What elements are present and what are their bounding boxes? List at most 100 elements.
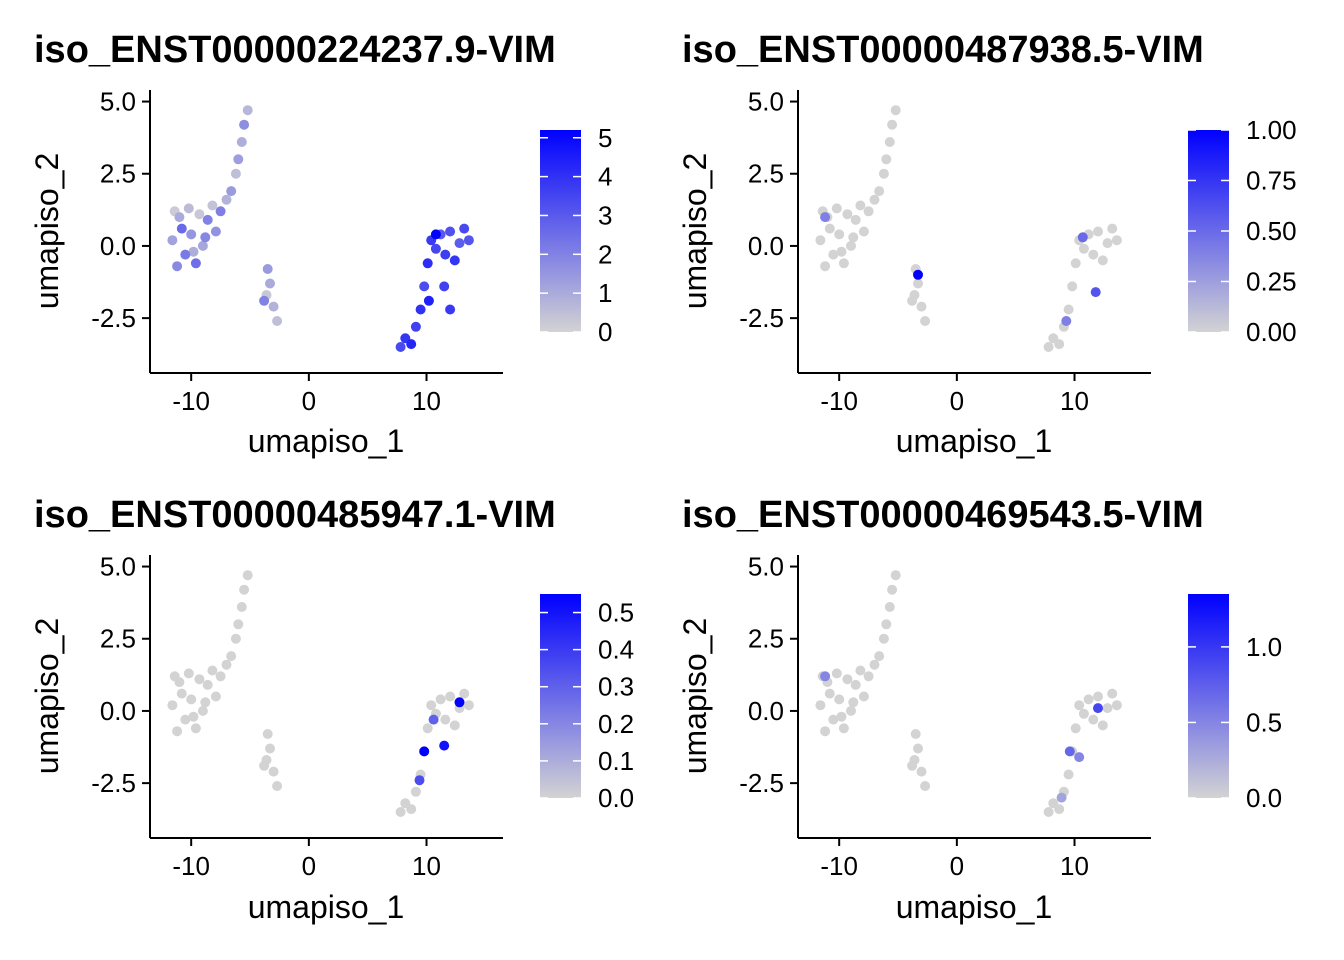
panel-4-point <box>1063 769 1074 780</box>
panel-3-point <box>202 679 213 690</box>
panel-4-point <box>834 694 845 705</box>
panel-3-point <box>188 711 199 722</box>
panel-1-point <box>215 206 226 217</box>
panel-2-point <box>1102 238 1113 249</box>
panel-2-point <box>878 168 889 179</box>
panel-3-points <box>167 570 474 817</box>
panel-4-point <box>831 668 842 679</box>
panel-2-point <box>884 137 895 147</box>
panel-1-x-tick-label: 10 <box>412 386 441 416</box>
panel-3-point <box>176 688 187 699</box>
panel-2-y-ticks: -2.5 0.0 2.5 5.0 <box>739 87 798 333</box>
panel-1-y-tick-label: -2.5 <box>91 303 136 333</box>
panel-4-point <box>907 760 918 771</box>
panel-2-y-tick-label: 0.0 <box>748 231 784 261</box>
panel-4-point <box>1074 700 1085 711</box>
panel-3-x-ticks: -10 0 10 <box>172 838 441 881</box>
panel-1-point <box>272 316 283 326</box>
panel-3-point <box>440 714 451 725</box>
panel-2-point <box>850 214 861 225</box>
panel-4-x-tick-label: 10 <box>1060 851 1089 881</box>
panel-3-point <box>167 700 178 711</box>
panel-4-point <box>913 743 923 754</box>
panel-3-point <box>239 584 250 595</box>
panel-3-colorbar-tick-label: 0.0 <box>598 783 634 813</box>
panel-4-colorbar <box>1188 594 1229 798</box>
panel-3-point <box>272 781 283 791</box>
panel-2-point <box>1061 316 1072 326</box>
panel-2-x-tick-label: -10 <box>820 386 858 416</box>
panel-3-point <box>454 697 465 708</box>
panel-4-point <box>824 688 835 699</box>
panel-3-point <box>459 688 470 699</box>
panel-1-point <box>180 249 191 260</box>
panel-1-colorbar-tick-label: 2 <box>598 239 612 269</box>
panel-1-point <box>190 258 201 269</box>
panel-3-colorbar-tick-label: 0.4 <box>598 635 634 665</box>
panel-1-points <box>167 105 474 352</box>
panel-4-x-label: umapiso_1 <box>896 889 1053 925</box>
panel-4-point <box>910 729 921 739</box>
panel-2-point <box>863 206 874 217</box>
panel-4-point <box>878 633 889 644</box>
panel-2-point <box>887 119 898 130</box>
panel-2-colorbar-ticks: 0.00 0.25 0.50 0.75 1.00 <box>1188 115 1297 347</box>
panel-1-point <box>259 295 270 306</box>
panel-4-point <box>1088 714 1099 725</box>
panel-1-point <box>174 212 185 223</box>
panel-2-point <box>838 258 849 269</box>
panel-2-point <box>913 278 923 289</box>
panel-4-point <box>1078 708 1089 719</box>
panel-1-point <box>210 226 221 237</box>
panel-1-point <box>262 264 273 274</box>
panel-3-point <box>236 602 247 612</box>
panel-2-x-tick-label: 10 <box>1060 386 1089 416</box>
panel-4-point <box>815 700 826 711</box>
panel-3-colorbar <box>540 594 581 798</box>
panel-3-point <box>197 705 208 716</box>
panel-3-point <box>445 691 456 702</box>
panel-1-point <box>194 209 205 220</box>
panel-1-colorbar-ticks: 0 1 2 3 4 5 <box>540 123 612 347</box>
panel-4-point <box>846 705 856 716</box>
panel-1-point <box>167 235 178 246</box>
panel-3-point <box>194 674 205 685</box>
panel-2-points <box>815 105 1122 352</box>
panel-1-point <box>445 304 456 315</box>
panel-2-point <box>828 249 839 260</box>
panel-1-colorbar-tick-label: 5 <box>598 123 612 153</box>
panel-1-point <box>439 281 450 292</box>
panel-4-point <box>1097 720 1108 731</box>
panel-3-point <box>414 775 425 786</box>
panel-2: iso_ENST00000487938.5-VIM -10 0 10 -2.5 0.0… <box>677 29 1297 459</box>
panel-3-point <box>172 726 183 737</box>
panel-3-point <box>449 720 460 731</box>
panel-4-point <box>836 711 847 722</box>
panel-3-point <box>230 633 241 644</box>
panel-2-y-tick-label: -2.5 <box>739 303 784 333</box>
panel-4-point <box>828 714 839 725</box>
panel-4-point <box>1102 703 1113 714</box>
panel-1-x-tick-label: 0 <box>302 386 316 416</box>
panel-2-point <box>1111 235 1122 246</box>
panel-2-y-label: umapiso_2 <box>677 153 713 310</box>
panel-1: iso_ENST00000224237.9-VIM -10 0 10 -2.50.0… <box>29 29 612 459</box>
panel-2-point <box>1067 281 1078 292</box>
panel-4-y-tick-label: -2.5 <box>739 768 784 798</box>
panel-1-y-ticks: -2.5 0.0 2.5 5.0 <box>91 87 150 333</box>
panel-3-x-tick-label: -10 <box>172 851 210 881</box>
panel-2-point <box>846 240 856 251</box>
panel-2-point <box>920 316 931 326</box>
panel-3-point <box>419 746 430 757</box>
panel-3-point <box>463 700 474 711</box>
panel-1-x-ticks: -10 0 10 <box>172 373 441 416</box>
panel-3-colorbar-tick-label: 0.1 <box>598 746 634 776</box>
panel-3-x-label: umapiso_1 <box>248 889 405 925</box>
panel-3-point <box>169 671 180 682</box>
panel-3-point <box>439 740 450 751</box>
panel-2-x-ticks: -10 0 10 <box>820 373 1089 416</box>
panel-1-point <box>226 186 237 197</box>
panel-1-point <box>423 295 434 306</box>
panel-1-y-tick-label: 5.0 <box>100 87 136 117</box>
panel-3-point <box>435 694 446 705</box>
